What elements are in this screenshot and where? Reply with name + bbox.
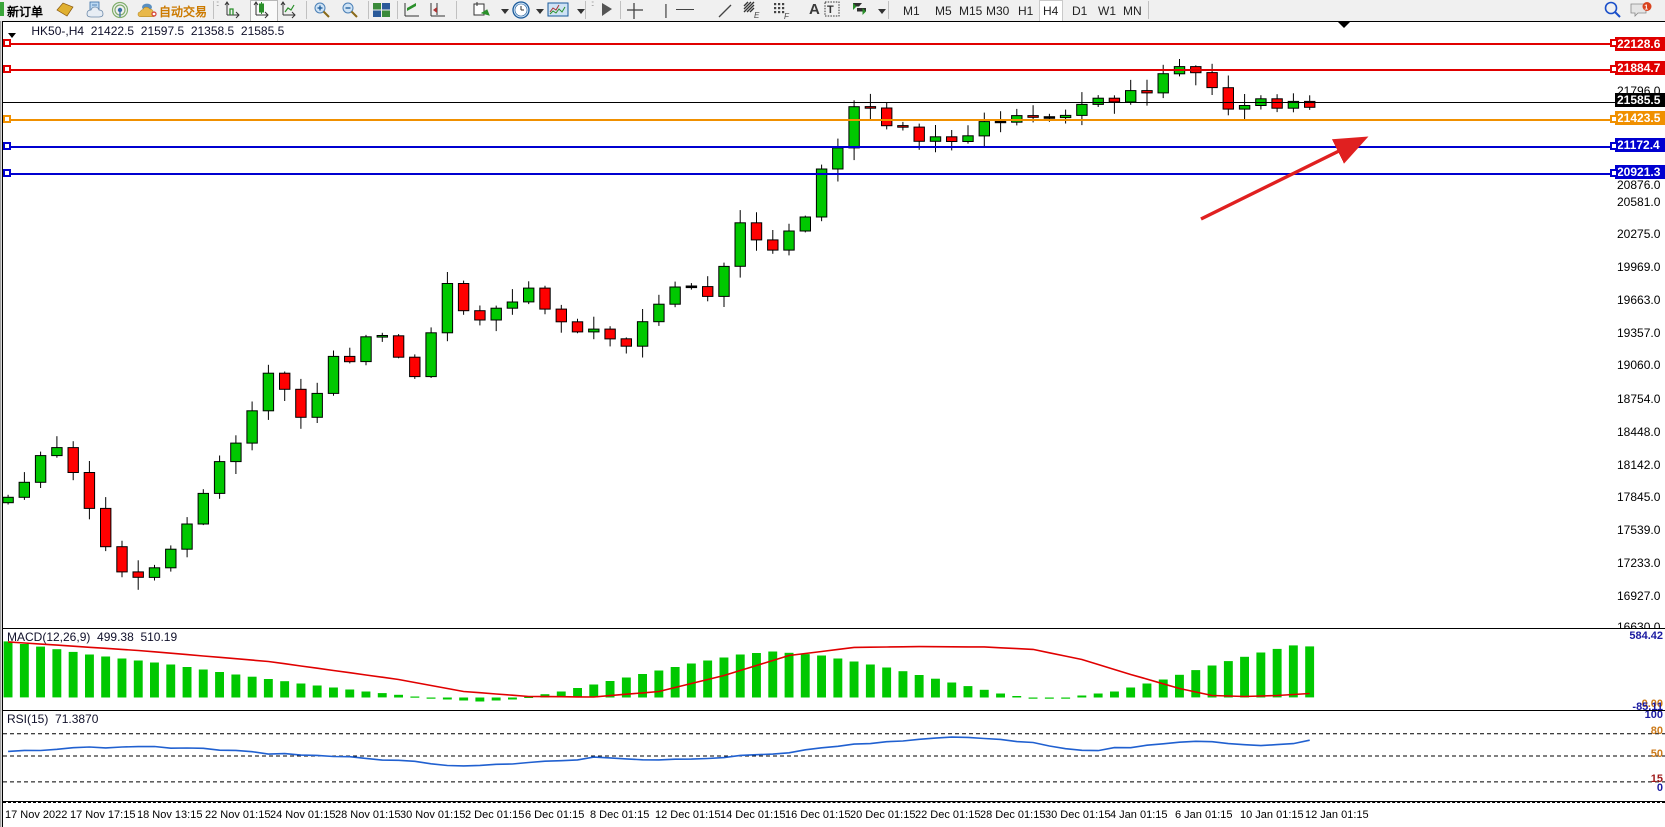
svg-text:E: E: [754, 11, 760, 19]
svg-text:F: F: [784, 12, 790, 20]
svg-text:1: 1: [1644, 5, 1648, 12]
svg-text:T: T: [827, 4, 834, 16]
